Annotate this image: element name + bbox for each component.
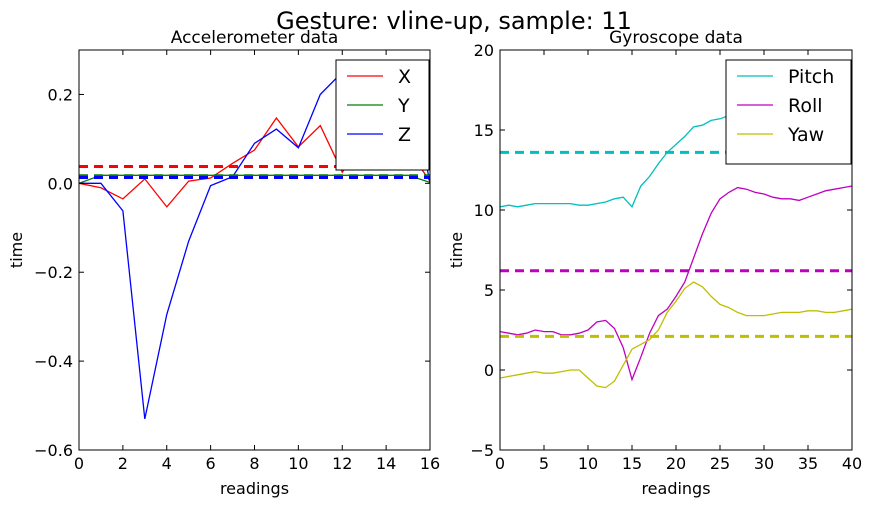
- x-tick-label: 8: [249, 454, 259, 473]
- figure-suptitle: Gesture: vline-up, sample: 11: [276, 7, 632, 35]
- y-axis-label: time: [7, 232, 26, 268]
- x-tick-label: 35: [798, 454, 818, 473]
- y-tick-label: 0.2: [48, 85, 73, 104]
- legend-label-pitch: Pitch: [788, 66, 834, 88]
- x-axis-label: readings: [641, 479, 710, 498]
- legend: Pitch Roll Yaw: [725, 59, 852, 165]
- y-tick-label: 10: [474, 201, 494, 220]
- y-tick-label: −5: [470, 441, 494, 460]
- accelerometer-chart: Accelerometer data 0 2 4 6 8 10 12 14 16 −0.6 −0.4 −…: [7, 28, 440, 498]
- y-tick-label: −0.6: [34, 441, 73, 460]
- y-tick-label: −0.2: [34, 263, 73, 282]
- x-tick-label: 15: [622, 454, 642, 473]
- x-tick-label: 2: [118, 454, 128, 473]
- x-tick-label: 5: [539, 454, 549, 473]
- legend-label-z: Z: [398, 124, 411, 146]
- legend: XYZ: [335, 59, 430, 171]
- x-tick-label: 14: [376, 454, 396, 473]
- x-tick-label: 10: [288, 454, 308, 473]
- y-axis-label: time: [447, 232, 466, 268]
- x-tick-label: 0: [74, 454, 84, 473]
- x-tick-label: 30: [754, 454, 774, 473]
- x-tick-label: 25: [710, 454, 730, 473]
- series-line-yaw: [500, 281, 852, 389]
- y-tick-label: −0.4: [34, 352, 73, 371]
- chart-title: Gyroscope data: [609, 28, 743, 48]
- y-tick-label: 5: [484, 281, 494, 300]
- legend-label-y: Y: [397, 95, 410, 117]
- legend-label-x: X: [398, 66, 411, 88]
- x-tick-label: 0: [495, 454, 505, 473]
- x-tick-label: 20: [666, 454, 686, 473]
- legend-label-yaw: Yaw: [787, 124, 824, 146]
- y-tick-label: 0.0: [48, 174, 73, 193]
- y-tick-label: 0: [484, 361, 494, 380]
- y-tick-label: 15: [474, 121, 494, 140]
- x-tick-label: 40: [842, 454, 862, 473]
- x-tick-label: 10: [578, 454, 598, 473]
- x-tick-label: 6: [206, 454, 216, 473]
- x-tick-label: 4: [162, 454, 172, 473]
- legend-label-roll: Roll: [788, 95, 823, 117]
- x-axis-label: readings: [220, 479, 289, 498]
- series-line-roll: [500, 185, 852, 382]
- legend-box: [725, 59, 852, 165]
- x-tick-label: 16: [420, 454, 440, 473]
- legend-box: [335, 59, 430, 171]
- y-tick-label: 20: [474, 41, 494, 60]
- chart-title: Accelerometer data: [171, 28, 339, 48]
- x-tick-label: 12: [332, 454, 352, 473]
